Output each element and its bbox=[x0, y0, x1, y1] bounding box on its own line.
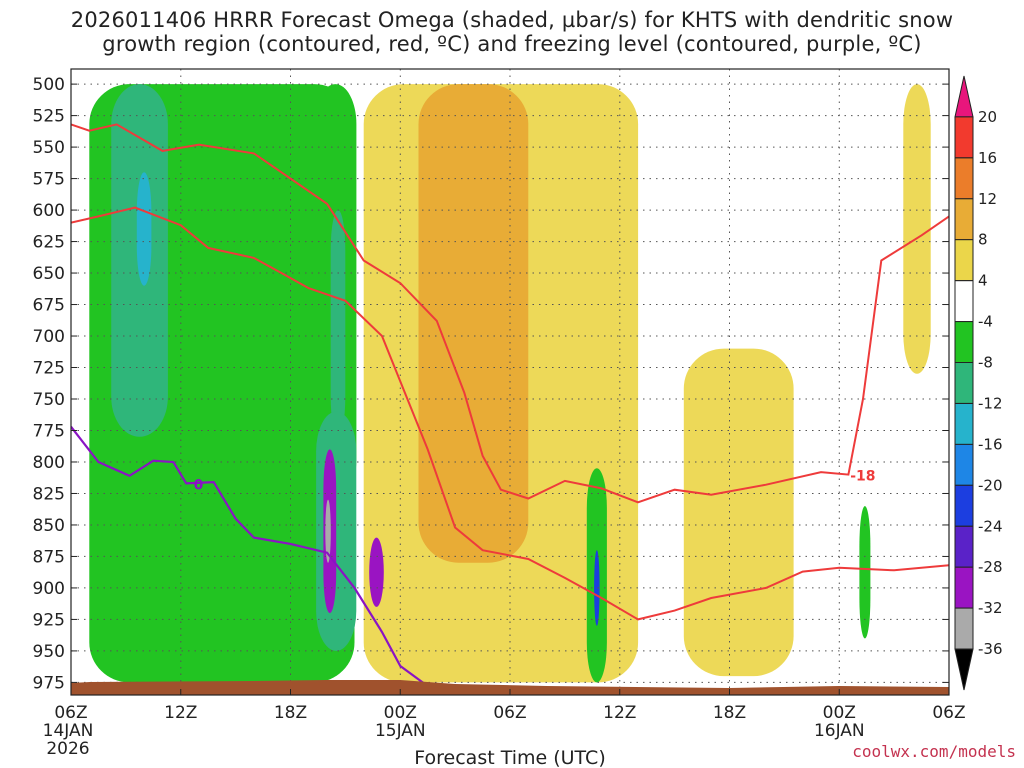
omega-region-teal-11 bbox=[330, 210, 346, 437]
y-tick-label-850: 850 bbox=[33, 516, 65, 536]
omega-region-blue-14 bbox=[594, 550, 600, 626]
y-tick-label-675: 675 bbox=[33, 296, 65, 316]
colorbar-bin-top-arrow bbox=[954, 75, 974, 118]
x-year-label: 2026 bbox=[46, 739, 89, 759]
colorbar-bin-9 bbox=[954, 443, 974, 486]
colorbar-bin-12 bbox=[954, 566, 974, 609]
colorbar-label-0: 20 bbox=[978, 108, 997, 126]
colorbar-label-13: -36 bbox=[978, 640, 1003, 658]
omega-region-teal-12 bbox=[316, 411, 357, 651]
x-tick-label-6: 12Z bbox=[164, 703, 197, 723]
colorbar-label-1: 16 bbox=[978, 149, 997, 167]
omega-region-gray-17 bbox=[325, 499, 331, 563]
y-tick-label-550: 550 bbox=[33, 138, 65, 158]
colorbar: 20 16 12 8 4 -4 -8 -12 -16 -20 -24 -28 -32 -36 bbox=[954, 75, 1003, 691]
freezing-level-contour bbox=[71, 426, 432, 690]
colorbar-bin-7 bbox=[954, 362, 974, 404]
colorbar-bin-10 bbox=[954, 484, 974, 527]
dgz-contour-minus18 bbox=[71, 123, 949, 504]
omega-region-yellow-2 bbox=[903, 84, 931, 374]
y-tick-label-800: 800 bbox=[33, 453, 65, 473]
x-tick-label-0: 06Z bbox=[54, 703, 87, 723]
colorbar-bin-3 bbox=[954, 198, 974, 241]
colorbar-label-10: -24 bbox=[978, 517, 1003, 535]
chart-title: 2026011406 HRRR Forecast Omega (shaded, … bbox=[0, 8, 1024, 56]
colorbar-bin-11 bbox=[954, 525, 974, 568]
credit-label: coolwx.com/models bbox=[852, 742, 1016, 761]
colorbar-bin-8 bbox=[954, 403, 974, 445]
colorbar-label-4: 4 bbox=[978, 272, 988, 290]
dgz-contour-label: -18 bbox=[850, 469, 875, 485]
contour-layer: -18 0 bbox=[71, 123, 949, 690]
x-tick-label-42: 00Z bbox=[823, 703, 856, 723]
y-tick-label-875: 875 bbox=[33, 547, 65, 567]
x-date-label-18: 15JAN bbox=[375, 721, 426, 741]
y-tick-label-500: 500 bbox=[33, 75, 65, 95]
x-axis-label: Forecast Time (UTC) bbox=[414, 747, 605, 768]
x-tick-label-24: 06Z bbox=[493, 703, 526, 723]
colorbar-label-12: -32 bbox=[978, 599, 1003, 617]
y-tick-label-825: 825 bbox=[33, 485, 65, 505]
y-tick-label-725: 725 bbox=[33, 359, 65, 379]
colorbar-bin-6 bbox=[954, 321, 974, 364]
y-tick-label-900: 900 bbox=[33, 579, 65, 599]
colorbar-bin-1 bbox=[954, 116, 974, 159]
x-tick-label-30: 12Z bbox=[603, 703, 636, 723]
colorbar-label-11: -28 bbox=[978, 558, 1003, 576]
title-line-1: 2026011406 HRRR Forecast Omega (shaded, … bbox=[70, 8, 954, 32]
freezing-level-label: 0 bbox=[194, 478, 204, 494]
colorbar-label-3: 8 bbox=[978, 231, 988, 249]
colorbar-bin-4 bbox=[954, 239, 974, 282]
colorbar-label-8: -16 bbox=[978, 435, 1003, 453]
colorbar-label-5: -4 bbox=[978, 313, 993, 331]
colorbar-label-6: -8 bbox=[978, 354, 993, 372]
colorbar-label-2: 12 bbox=[978, 190, 997, 208]
x-tick-label-48: 06Z bbox=[932, 703, 965, 723]
title-line-2: growth region (contoured, red, ºC) and f… bbox=[102, 32, 922, 56]
colorbar-bin-bottom-arrow bbox=[954, 648, 974, 691]
omega-field-layer bbox=[89, 84, 931, 683]
y-tick-label-925: 925 bbox=[33, 610, 65, 630]
x-date-label-42: 16JAN bbox=[814, 721, 865, 741]
x-date-label-0: 14JAN bbox=[43, 721, 94, 741]
x-tick-label-36: 18Z bbox=[713, 703, 746, 723]
x-tick-label-12: 18Z bbox=[274, 703, 307, 723]
dgz-contour-minus12 bbox=[71, 206, 949, 621]
y-tick-label-775: 775 bbox=[33, 422, 65, 442]
axes-layer: 500 525 550 575 600 625 650 675 700 725 750 775 800 8… bbox=[33, 75, 966, 759]
colorbar-bin-5 bbox=[954, 280, 974, 323]
omega-region-green-9 bbox=[859, 506, 871, 639]
y-tick-label-625: 625 bbox=[33, 233, 65, 253]
y-tick-label-750: 750 bbox=[33, 390, 65, 410]
colorbar-label-9: -20 bbox=[978, 476, 1003, 494]
colorbar-label-7: -12 bbox=[978, 395, 1003, 413]
omega-region-cyan-13 bbox=[136, 172, 152, 286]
y-tick-label-650: 650 bbox=[33, 264, 65, 284]
colorbar-bin-2 bbox=[954, 157, 974, 200]
omega-region-yellow-1 bbox=[683, 348, 794, 677]
y-tick-label-525: 525 bbox=[33, 107, 65, 127]
y-tick-label-950: 950 bbox=[33, 642, 65, 662]
omega-region-orange-3 bbox=[418, 84, 529, 563]
y-tick-label-700: 700 bbox=[33, 327, 65, 347]
colorbar-bin-13 bbox=[954, 607, 974, 650]
x-tick-label-18: 00Z bbox=[384, 703, 417, 723]
omega-region-purple-16 bbox=[369, 537, 384, 607]
y-tick-label-575: 575 bbox=[33, 170, 65, 190]
y-tick-label-975: 975 bbox=[33, 673, 65, 693]
y-tick-label-600: 600 bbox=[33, 201, 65, 221]
